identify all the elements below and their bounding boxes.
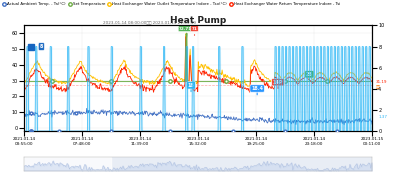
Text: 18.4: 18.4 bbox=[251, 86, 263, 95]
Legend: Actual Ambient Temp. - Ta(°C), Set Temperature, Heat Exchanger Water Outlet Temp: Actual Ambient Temp. - Ta(°C), Set Tempe… bbox=[2, 2, 340, 6]
Text: 14P: 14P bbox=[273, 80, 283, 88]
Text: 72.71: 72.71 bbox=[179, 27, 192, 35]
Title: Heat Pump: Heat Pump bbox=[170, 17, 226, 25]
Text: 1.37: 1.37 bbox=[379, 115, 388, 119]
Text: 18: 18 bbox=[188, 83, 194, 92]
Text: 强楼: 强楼 bbox=[376, 85, 380, 89]
Text: 8: 8 bbox=[40, 44, 43, 49]
Text: 2023-01-14 08:00:00　　 2023-01-15 21:59:59: 2023-01-14 08:00:00 2023-01-15 21:59:59 bbox=[103, 20, 196, 24]
Text: 31.19: 31.19 bbox=[376, 80, 387, 84]
Text: 71: 71 bbox=[192, 27, 197, 35]
Text: 28: 28 bbox=[306, 72, 313, 81]
Bar bbox=[24, 157, 111, 171]
